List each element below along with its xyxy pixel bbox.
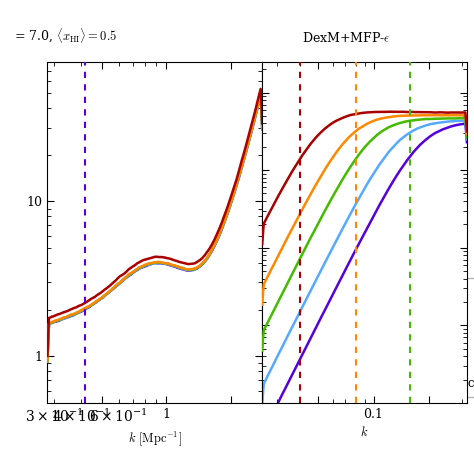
- X-axis label: $k$: $k$: [360, 425, 369, 439]
- Legend: 10 Mpc, 20 Mpc, 40 Mpc, 80 Mpc, 160 Mpc: 10 Mpc, 20 Mpc, 40 Mpc, 80 Mpc, 160 Mpc: [384, 278, 474, 397]
- Text: = 7.0, $\langle x_{\mathrm{HI}}\rangle = 0.5$: = 7.0, $\langle x_{\mathrm{HI}}\rangle =…: [14, 27, 118, 45]
- Text: DexM+MFP-$\epsilon$: DexM+MFP-$\epsilon$: [302, 31, 390, 45]
- X-axis label: $k\ [\mathrm{Mpc}^{-1}]$: $k\ [\mathrm{Mpc}^{-1}]$: [128, 429, 182, 448]
